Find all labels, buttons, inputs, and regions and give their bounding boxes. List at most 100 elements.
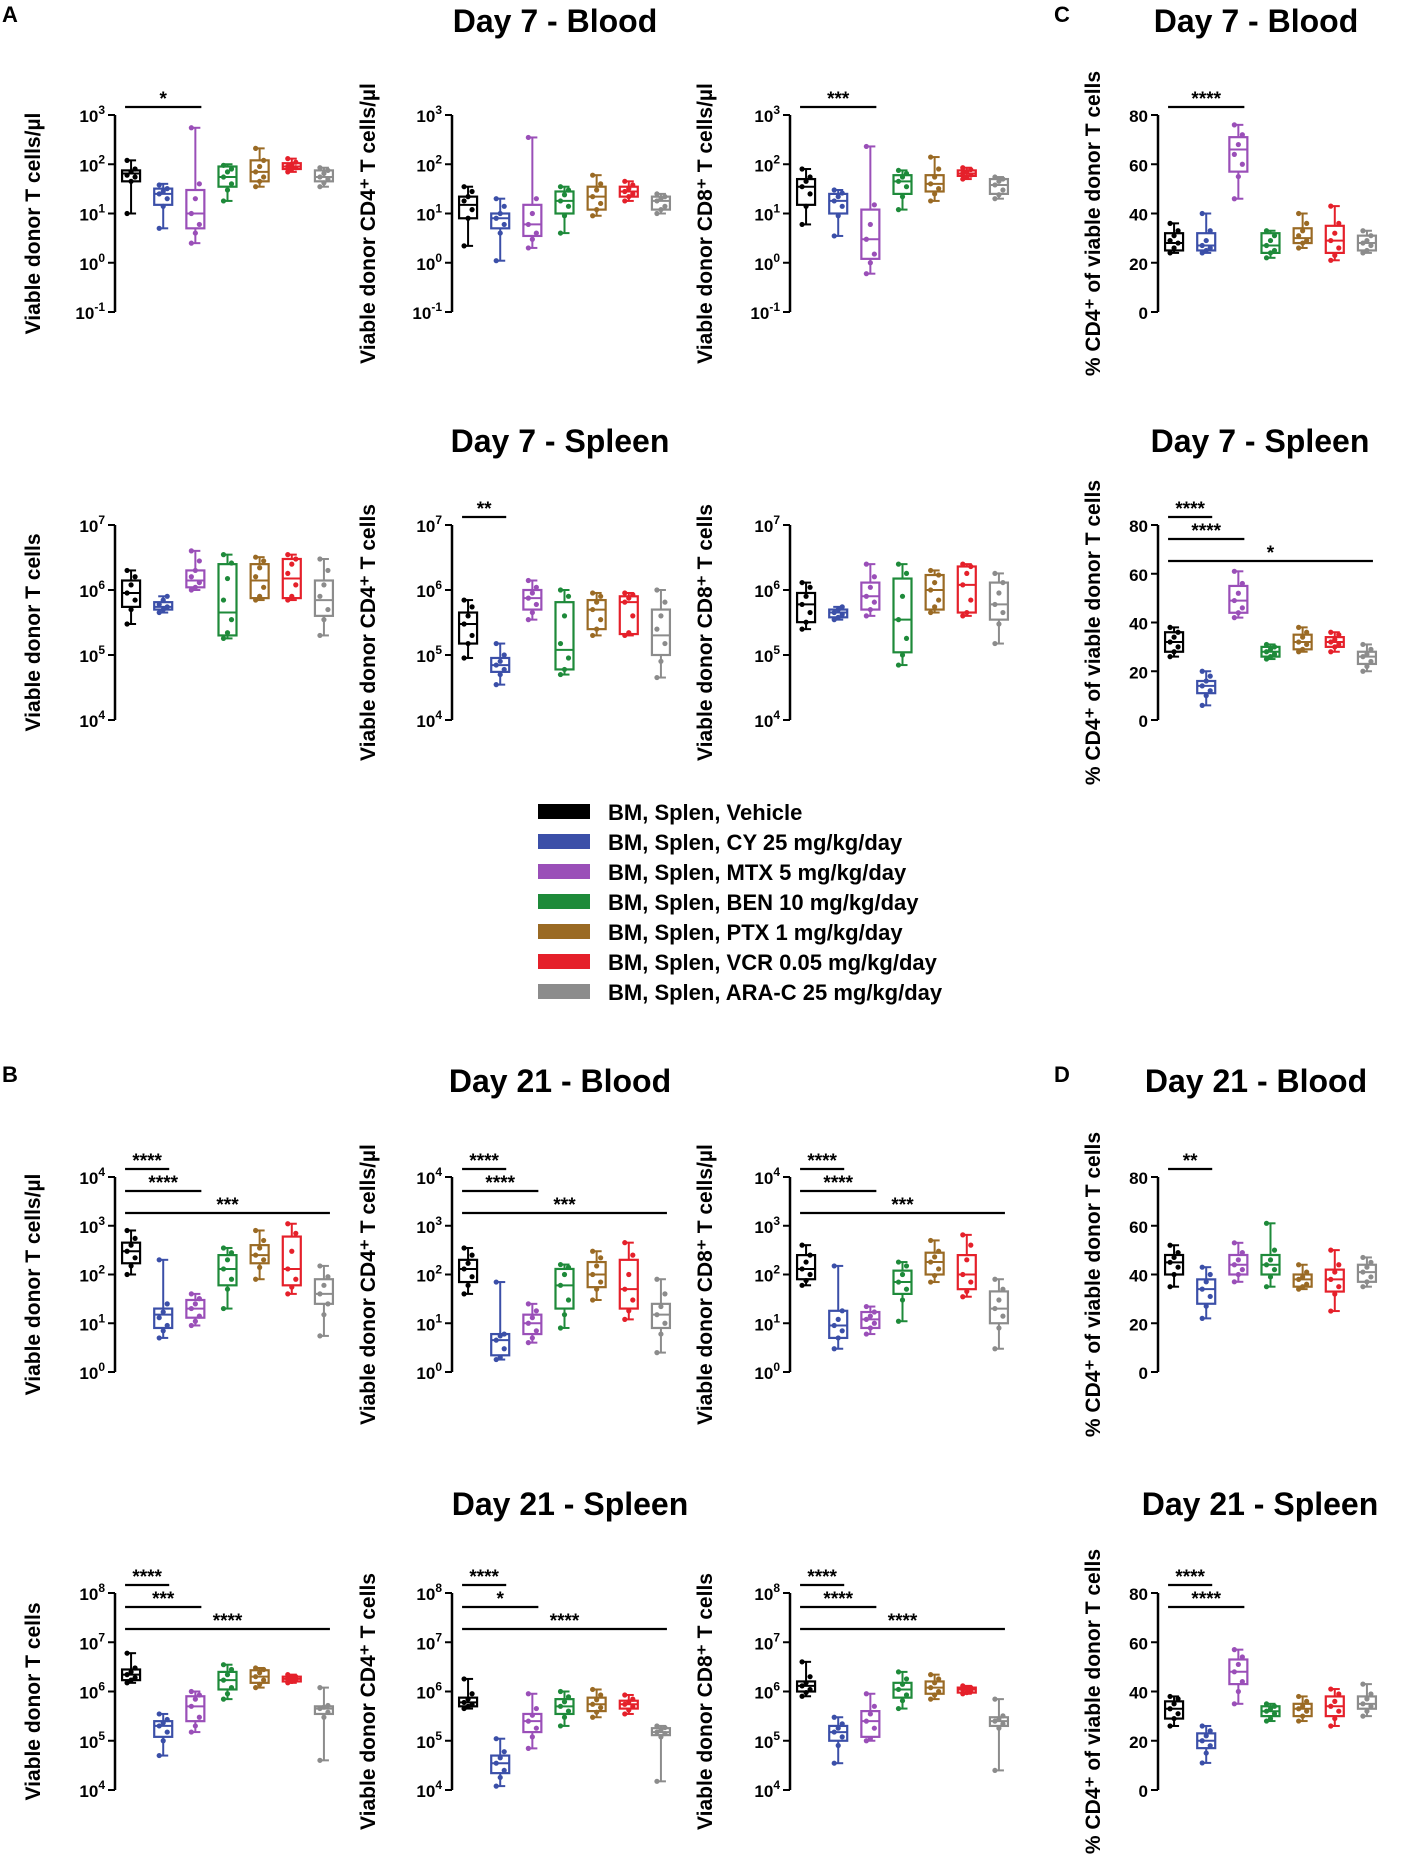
legend-swatch-arac <box>538 984 590 999</box>
data-point <box>799 1266 805 1272</box>
data-point <box>293 1674 299 1680</box>
data-point <box>1167 1706 1173 1712</box>
data-point <box>1167 1693 1173 1700</box>
box-arac <box>650 191 672 217</box>
data-point <box>465 1260 471 1266</box>
data-point <box>1171 1271 1177 1278</box>
data-point <box>1368 1703 1374 1709</box>
data-point <box>128 582 134 588</box>
box-iqr <box>554 1267 575 1310</box>
data-point <box>662 1291 668 1297</box>
data-point <box>192 567 198 574</box>
data-point <box>895 207 902 213</box>
box-vehicle <box>1163 624 1185 660</box>
y-tick-label: 10-1 <box>750 300 780 323</box>
data-point <box>128 1242 134 1248</box>
data-point <box>529 609 535 616</box>
data-point <box>1271 247 1278 254</box>
data-point <box>654 1276 660 1282</box>
box-ptx <box>249 145 270 190</box>
data-point <box>124 1248 130 1254</box>
data-point <box>1199 683 1205 689</box>
data-point <box>1364 1708 1370 1714</box>
y-tick-label: 40 <box>1129 1684 1148 1703</box>
data-point <box>1231 615 1237 621</box>
data-point <box>156 225 162 231</box>
y-axis-label: Viable donor T cells <box>22 533 45 731</box>
data-point <box>928 1237 934 1244</box>
data-point <box>124 1672 130 1678</box>
data-point <box>253 184 259 190</box>
data-point <box>654 191 660 197</box>
data-point <box>561 1271 568 1278</box>
data-point <box>1235 1661 1241 1668</box>
data-point <box>529 210 535 217</box>
data-point <box>1171 1254 1177 1261</box>
data-point <box>501 1346 507 1352</box>
data-point <box>565 1297 572 1303</box>
data-point <box>831 1714 837 1720</box>
title-d-day21-blood: Day 21 - Blood <box>1145 1063 1367 1099</box>
y-axis-label: Viable donor CD8⁺ T cells/µl <box>694 83 717 364</box>
data-point <box>626 186 632 192</box>
data-point <box>936 1266 942 1272</box>
y-tick-label: 103 <box>416 103 442 126</box>
box-iqr <box>185 188 206 230</box>
data-point <box>654 674 660 681</box>
chart-d2: 0 20 40 60 80 % CD4⁺ of viable donor T cells *… <box>1082 1549 1378 1854</box>
data-point <box>1175 1696 1181 1702</box>
box-arac <box>313 1685 335 1763</box>
data-point <box>867 1711 873 1717</box>
box-vehicle <box>120 1227 142 1278</box>
significance-label: ** <box>1183 1151 1198 1172</box>
data-point <box>1296 1262 1302 1268</box>
data-point <box>224 169 231 175</box>
data-point <box>160 1738 166 1744</box>
data-point <box>1296 639 1302 645</box>
data-point <box>525 1320 531 1326</box>
data-point <box>863 1718 869 1724</box>
box-mtx <box>522 577 543 623</box>
data-point <box>228 181 235 187</box>
data-point <box>968 563 974 570</box>
box-ben <box>1260 228 1281 261</box>
data-point <box>321 582 327 588</box>
significance-label: **** <box>1191 89 1221 110</box>
data-point <box>1360 1713 1366 1719</box>
data-point <box>325 1702 331 1709</box>
significance-label: **** <box>213 1611 243 1632</box>
box-mtx <box>522 134 543 251</box>
data-point <box>1231 1701 1237 1707</box>
data-point <box>160 188 166 195</box>
box-arac <box>313 556 335 639</box>
box-iqr <box>522 1313 543 1336</box>
data-point <box>124 1680 130 1686</box>
chart-c2: 0 20 40 60 80 % CD4⁺ of viable donor T cells *… <box>1082 480 1378 785</box>
data-point <box>1203 678 1209 684</box>
box-vehicle <box>457 1245 479 1297</box>
data-point <box>598 200 604 207</box>
data-point <box>1296 1286 1302 1292</box>
y-tick-label: 100 <box>79 1360 105 1383</box>
box-cy <box>153 1711 174 1759</box>
data-point <box>590 172 596 178</box>
data-point <box>156 1723 162 1729</box>
data-point <box>932 1272 938 1279</box>
data-point <box>261 1237 267 1244</box>
box-ptx <box>586 590 607 639</box>
data-point <box>253 169 259 175</box>
data-point <box>289 161 295 167</box>
data-point <box>533 1725 539 1731</box>
data-point <box>928 154 934 160</box>
data-point <box>257 1264 263 1270</box>
data-point <box>831 1322 837 1329</box>
legend: BM, Splen, Vehicle BM, Splen, CY 25 mg/k… <box>538 800 943 1005</box>
data-point <box>1364 663 1370 669</box>
data-point <box>1235 610 1241 616</box>
box-arac <box>650 1276 672 1356</box>
box-vcr <box>956 1232 977 1300</box>
data-point <box>461 1291 467 1297</box>
data-point <box>228 1666 235 1673</box>
data-point <box>1328 629 1334 635</box>
data-point <box>996 178 1002 184</box>
